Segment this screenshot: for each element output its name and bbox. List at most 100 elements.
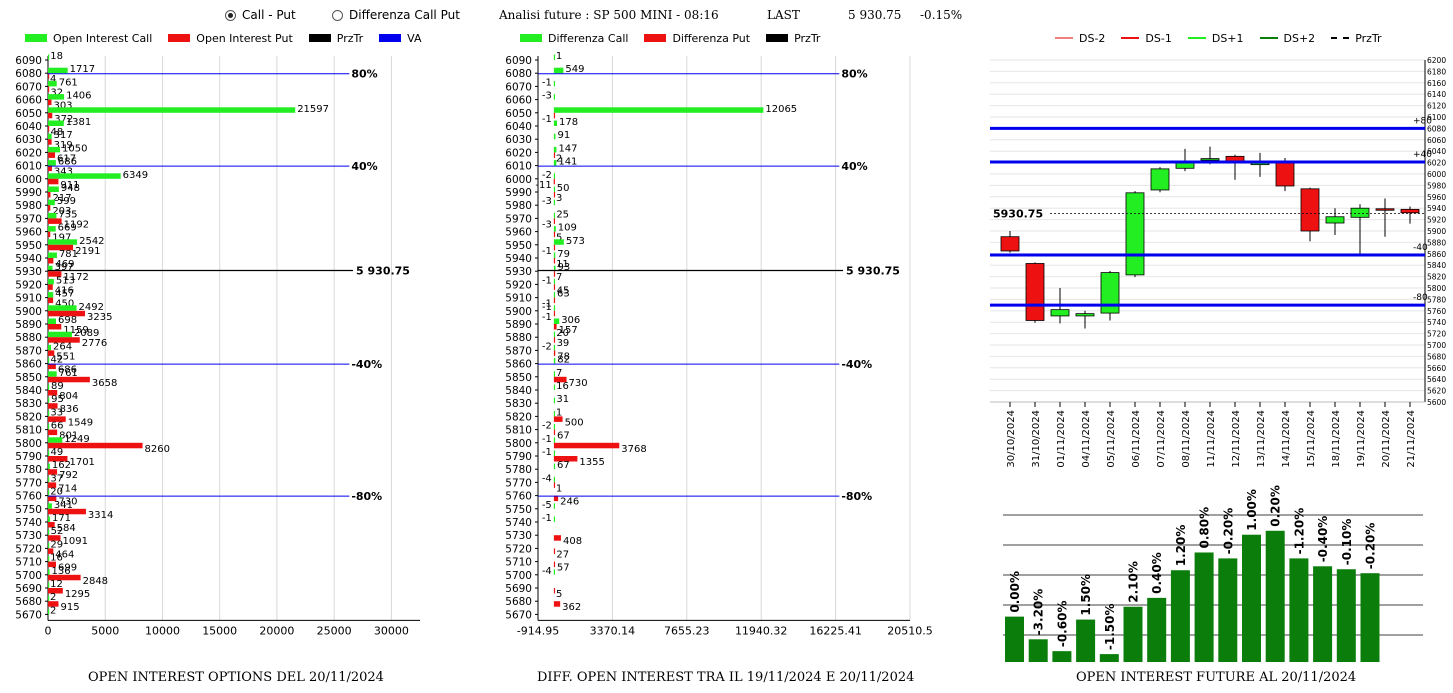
date-label: 20/11/2024 [1381,410,1392,468]
legend-label: Open Interest Call [53,31,153,45]
put-value: 2776 [82,338,107,349]
strike-label: 6050 [505,108,532,120]
candle-body [1325,216,1345,224]
call-bar [48,608,50,615]
put-bar [48,152,56,158]
call-value: -1 [542,275,552,286]
legend-item: DS+1 [1187,32,1244,45]
strike-label: 5740 [15,517,42,529]
call-bar [553,450,556,456]
put-value: 464 [55,549,74,560]
put-value: 714 [58,483,77,494]
legend-swatch [520,34,542,42]
strike-label: 5900 [505,306,532,318]
strike-label: 5740 [505,517,532,529]
put-value: 5 [556,589,562,600]
call-value: 136 [52,566,71,577]
put-bar [48,165,52,172]
future-bar-label: -0.40% [1316,516,1330,563]
strike-label: 5840 [505,385,532,397]
put-value: 792 [59,470,78,481]
put-bar [48,112,53,119]
strike-label: 5670 [505,609,532,621]
call-value: 1249 [64,434,89,445]
call-value: -1 [542,447,552,458]
call-value: 12 [50,579,63,590]
date-label: 04/11/2024 [1081,410,1092,468]
put-bar [48,574,81,581]
put-bar [553,456,578,462]
put-bar [553,495,559,502]
strike-label: 6000 [505,174,532,186]
candle-body [1025,263,1045,321]
put-bar [48,548,54,554]
last-value: 5 930.75 [848,8,902,22]
radio-call-put[interactable]: Call - Put [225,8,296,22]
put-bar [553,231,556,238]
put-bar [553,601,561,607]
call-bar [553,252,556,258]
put-bar [48,86,50,92]
strike-label: 6040 [15,121,42,133]
call-bar [48,397,50,404]
legend-item: Differenza Call [520,32,628,45]
put-value: 45 [557,285,570,296]
put-bar [553,324,557,330]
call-bar [48,212,57,219]
call-bar [553,424,556,430]
legend-label: VA [407,31,422,45]
put-value: 1091 [62,536,87,547]
call-value: 735 [58,209,77,220]
candle-body [1075,313,1095,317]
x-tick-label: 16225.41 [809,624,862,637]
put-bar [48,588,63,594]
put-bar [553,218,556,224]
put-bar [48,126,50,132]
call-value: -4 [542,566,552,577]
y-tick-label: 6200 [1427,56,1446,65]
strike-label: 5760 [15,491,42,503]
y-tick-label: 5660 [1427,364,1446,373]
call-bar [48,476,50,483]
call-bar [553,54,556,60]
future-bar [1028,639,1048,662]
strike-label: 5840 [15,385,42,397]
future-bar-label: 1.20% [1174,525,1188,567]
date-label: 31/10/2024 [1031,410,1042,468]
call-value: -3 [542,196,552,207]
y-tick-label: 5900 [1427,227,1446,236]
date-label: 01/11/2024 [1056,410,1067,468]
strike-label: 6070 [15,81,42,93]
strike-label: 5780 [505,464,532,476]
radio-differenza[interactable]: Differenza Call Put [332,8,460,22]
legend-label: PrzTr [336,31,364,45]
date-label: 11/11/2024 [1206,410,1217,468]
va-label: 80% [351,68,377,81]
strike-label: 5960 [15,227,42,239]
call-bar [553,503,555,509]
caption-future: OPEN INTEREST FUTURE AL 20/11/2024 [1076,670,1357,685]
call-bar [48,437,63,443]
call-value: 50 [557,183,570,194]
future-bar [1265,530,1285,662]
legend-swatch [644,34,667,42]
level-label: -80 [1413,293,1428,303]
y-tick-label: 5680 [1427,352,1446,361]
call-bar [48,318,56,324]
strike-label: 5980 [15,200,42,212]
put-bar [48,522,55,528]
strike-label: 5680 [15,596,42,608]
put-bar [48,456,68,462]
y-tick-label: 5980 [1427,181,1446,190]
strike-label: 5710 [505,557,532,569]
call-bar [48,265,53,272]
call-value: -1 [542,302,552,313]
candle-body [1400,208,1420,214]
call-bar [553,212,556,219]
call-bar [553,384,556,390]
call-bar [553,120,557,126]
strike-label: 5900 [15,306,42,318]
put-value: 2848 [83,576,108,587]
call-bar [48,199,55,206]
put-value: 67 [557,431,570,442]
